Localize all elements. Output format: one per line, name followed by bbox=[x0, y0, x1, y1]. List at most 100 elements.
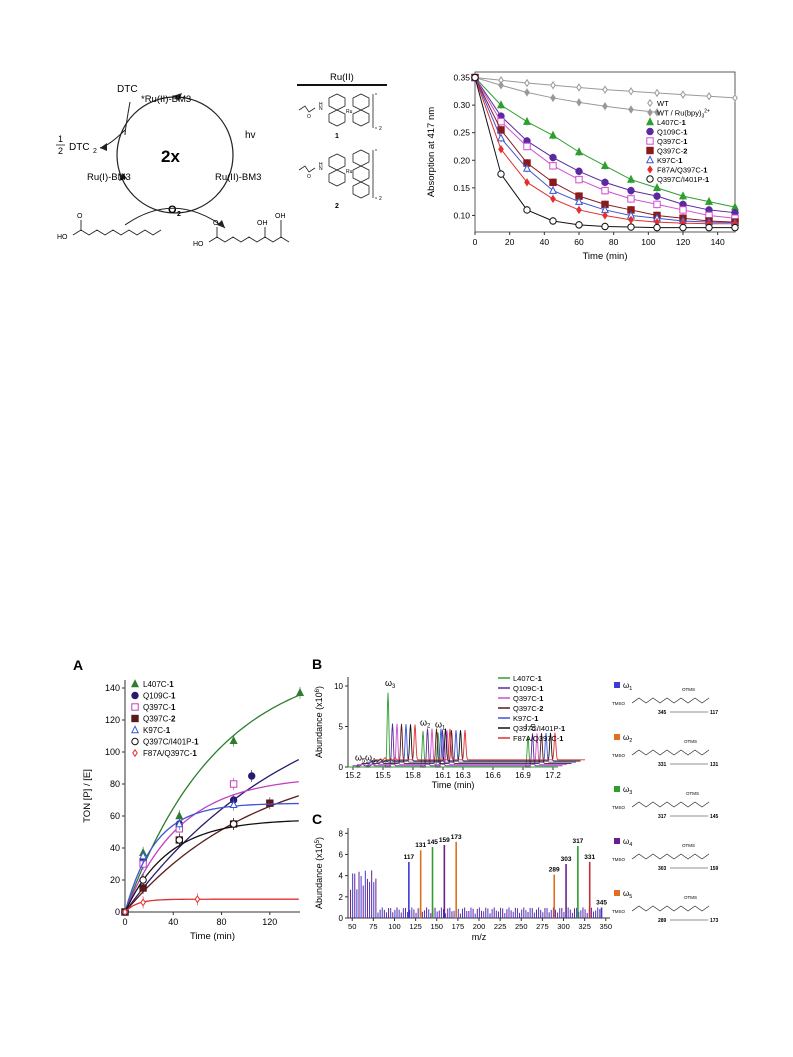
x-tick-label: 75 bbox=[369, 922, 377, 931]
data-point bbox=[601, 222, 609, 231]
ton-chart: A 0 40 80 120 0 20 40 60 80 100 120 140 Time (min) TON… bbox=[73, 657, 305, 942]
data-point bbox=[574, 196, 584, 205]
data-point bbox=[628, 87, 634, 96]
legend-name: Q397C/I401P- bbox=[657, 175, 705, 184]
y-tick-label: 0 bbox=[339, 763, 344, 772]
legend-name: Q397C/I401P- bbox=[513, 724, 561, 733]
fragment-b: 145 bbox=[710, 814, 719, 820]
fit-curve bbox=[124, 781, 299, 913]
x-tick-label: 250 bbox=[515, 922, 528, 931]
fragment-b: 131 bbox=[710, 762, 719, 768]
omega-swatch bbox=[614, 734, 620, 740]
legend-compound: 1 bbox=[171, 692, 176, 701]
o2-arrow bbox=[124, 207, 226, 229]
mass-spectrum: C 0 2 4 6 8 50 75 100 125 150 175 200 225 250 275 300 325… bbox=[312, 811, 612, 942]
legend-marker bbox=[132, 748, 138, 758]
data-point bbox=[229, 799, 238, 808]
y-tick-label: 0.10 bbox=[453, 210, 470, 220]
ru1-atom: Ru bbox=[346, 109, 353, 115]
x-tick-label: 15.2 bbox=[345, 771, 361, 780]
legend-marker bbox=[131, 737, 139, 746]
omega-label-sub: 4 bbox=[629, 842, 632, 848]
ru2-o: O bbox=[307, 174, 311, 180]
data-point bbox=[295, 687, 305, 696]
legend-name: Q109C- bbox=[143, 692, 171, 701]
omega-label-sub: 5 bbox=[629, 894, 632, 900]
y-tick-label: 80 bbox=[110, 779, 120, 789]
legend-label: Q109C-1 bbox=[513, 684, 543, 693]
data-point bbox=[549, 178, 557, 187]
trace-3: Q397C-2 bbox=[361, 704, 572, 764]
omega-label-main: ω bbox=[623, 785, 629, 794]
label-dtc: DTC bbox=[117, 84, 138, 95]
legend-label: Q397C-2 bbox=[657, 147, 687, 156]
gc-chromatogram: B 0 5 10 15.2 15.5 15.8 16.1 16.3 16.6 16.9 17.2 Tim… bbox=[312, 656, 585, 790]
tmso-label: TMSO bbox=[612, 701, 625, 706]
legend-label: L407C-1 bbox=[657, 118, 686, 127]
data-point bbox=[496, 133, 506, 142]
fragment-b: 173 bbox=[710, 918, 719, 924]
data-point bbox=[175, 836, 184, 844]
trace-line bbox=[366, 724, 576, 763]
legend-compound: 1 bbox=[539, 694, 543, 703]
x-tick-label: 80 bbox=[609, 237, 619, 247]
legend-marker bbox=[645, 155, 655, 164]
peak-label: ω2 bbox=[420, 718, 431, 730]
ru-compound-2-structure bbox=[298, 149, 377, 199]
y-tick-label: 0.30 bbox=[453, 100, 470, 110]
peak-mz-label: 131 bbox=[415, 842, 426, 849]
legend-compound: 1 bbox=[534, 714, 538, 723]
legend-compound: 1 bbox=[539, 684, 543, 693]
x-tick-label: 0 bbox=[122, 917, 127, 927]
data-point bbox=[652, 183, 662, 192]
peak-label: ω5 bbox=[355, 753, 366, 765]
trace-1: Q109C-1 bbox=[352, 684, 563, 767]
trace-line bbox=[352, 723, 563, 767]
label-half-den: 2 bbox=[58, 146, 63, 156]
legend-label: Q397C-2 bbox=[143, 715, 176, 724]
fit-curve bbox=[124, 820, 299, 913]
legend-name: Q397C- bbox=[513, 694, 540, 703]
data-point bbox=[522, 163, 532, 172]
data-point bbox=[653, 223, 661, 232]
legend-label: Q109C-1 bbox=[143, 692, 176, 701]
legend-label: L407C-1 bbox=[143, 680, 174, 689]
data-point bbox=[654, 88, 660, 98]
ru2-n: N bbox=[319, 166, 323, 172]
absorption-chart: 0 20 40 60 80 100 120 140 0.10 0.15 0.20 0.25 0.30 0.… bbox=[426, 71, 740, 262]
chain bbox=[631, 697, 710, 704]
legend-name: Q397C/I401P- bbox=[143, 738, 194, 747]
label-ru2-star: *Ru(II)-BM3 bbox=[141, 94, 191, 105]
trace-line bbox=[375, 724, 585, 761]
label-o-right: O bbox=[213, 220, 219, 227]
peak-label-sub: 3 bbox=[392, 684, 396, 690]
omega-structure-2: ω2 TMSO OTMS 331 131 bbox=[612, 733, 719, 768]
data-point bbox=[266, 799, 274, 807]
x-tick-label: 16.1 bbox=[435, 771, 451, 780]
y-tick-label: 4 bbox=[339, 872, 344, 881]
fragment-a: 345 bbox=[658, 710, 667, 716]
data-point bbox=[549, 153, 557, 162]
legend-sup: 2+ bbox=[704, 109, 710, 115]
peak-label-sub: 5 bbox=[362, 759, 366, 765]
series-line bbox=[474, 77, 736, 219]
legend-name: K97C- bbox=[657, 156, 679, 165]
data-point bbox=[548, 130, 558, 139]
y-tick-label: 0 bbox=[339, 914, 344, 923]
x-tick-label: 225 bbox=[494, 922, 507, 931]
data-point bbox=[524, 178, 530, 187]
legend-marker bbox=[131, 714, 139, 723]
y-axis-label: Abundance (x106) bbox=[314, 686, 324, 758]
x-tick-label: 17.2 bbox=[545, 771, 561, 780]
y-label-sup: 6 bbox=[315, 688, 321, 692]
y-axis-label: Abundance (x105) bbox=[314, 837, 324, 909]
data-point bbox=[602, 211, 608, 220]
trace-6: F87A/Q397C-1 bbox=[375, 724, 585, 761]
trace-5: Q397C/I401P-1 bbox=[370, 724, 581, 762]
y-tick-label: 0.15 bbox=[453, 183, 470, 193]
omega-structure-3: ω3 TMSO OTMS 317 145 bbox=[612, 785, 719, 820]
x-tick-label: 16.6 bbox=[485, 771, 501, 780]
omega-label: ω5 bbox=[623, 889, 632, 900]
legend-marker bbox=[646, 175, 654, 183]
